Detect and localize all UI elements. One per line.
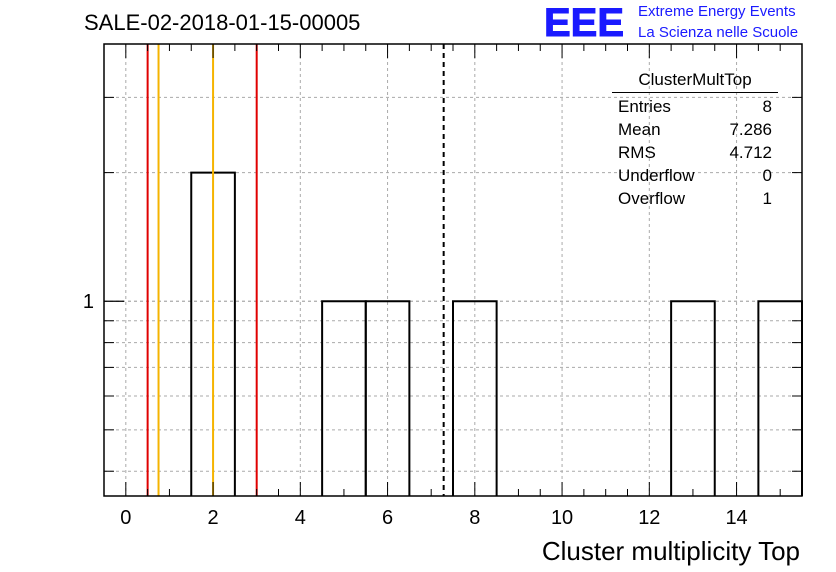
histogram-bin (757, 300, 803, 496)
marker-lines-layer (146, 44, 445, 496)
x-tick-label: 2 (208, 507, 219, 529)
stats-label: RMS (618, 143, 656, 162)
stats-label: Mean (618, 120, 661, 139)
stats-row-mean: Mean 7.286 (612, 118, 778, 141)
x-tick-label: 6 (382, 507, 393, 529)
x-axis-label: Cluster multiplicity Top (542, 536, 800, 566)
eee-logo-text: EEE (544, 2, 624, 42)
histogram-bin (670, 300, 716, 496)
stats-value: 4.712 (729, 143, 772, 162)
axes-layer: 0 2 4 6 8 10 12 141 (83, 43, 803, 529)
y-tick-label: 1 (83, 291, 94, 313)
bars-layer (190, 171, 803, 496)
stats-label: Overflow (618, 189, 686, 208)
stats-title: ClusterMultTop (612, 70, 778, 93)
stats-box: ClusterMultTop Entries 8 Mean 7.286 RMS … (612, 70, 778, 210)
histogram-bin (452, 300, 498, 496)
eee-logo: EEE (544, 2, 625, 42)
histogram-bin (364, 300, 411, 496)
x-tick-label: 10 (551, 507, 573, 529)
brand-line-2: La Scienza nelle Scuole (638, 24, 799, 41)
stats-label: Underflow (618, 166, 695, 185)
stats-value: 8 (762, 97, 772, 116)
stats-value: 1 (762, 189, 772, 208)
x-tick-label: 0 (120, 507, 131, 529)
x-tick-label: 8 (469, 507, 480, 529)
x-tick-label: 12 (638, 507, 660, 529)
stats-value: 7.286 (729, 120, 772, 139)
stats-row-rms: RMS 4.712 (612, 141, 778, 164)
stats-value: 0 (762, 166, 772, 185)
histogram-bin (321, 300, 367, 496)
stats-row-underflow: Underflow 0 (612, 164, 778, 187)
stats-row-overflow: Overflow 1 (612, 187, 778, 210)
stats-label: Entries (618, 97, 671, 116)
stats-row-entries: Entries 8 (612, 95, 778, 118)
run-title: SALE-02-2018-01-15-00005 (84, 10, 361, 35)
x-tick-label: 4 (295, 507, 306, 529)
x-tick-label: 14 (725, 507, 747, 529)
brand-line-1: Extreme Energy Events (638, 3, 796, 20)
